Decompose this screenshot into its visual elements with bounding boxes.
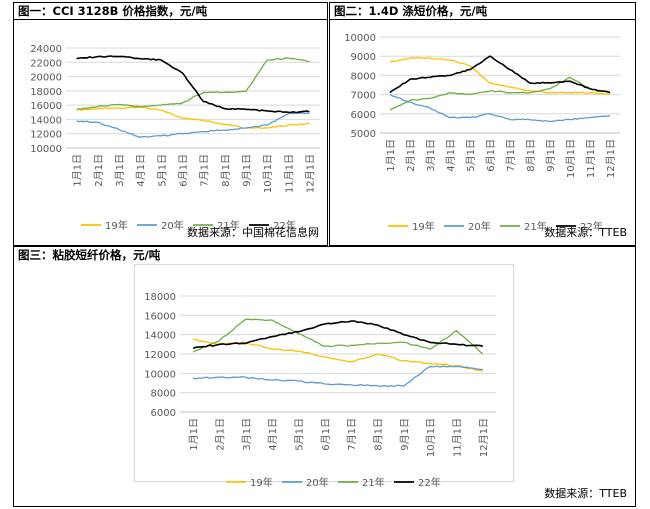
chart-inner-frame (134, 264, 514, 482)
series-line-21年 (76, 57, 310, 111)
x-tick-label: 9月1日 (399, 418, 411, 451)
legend-label: 19年 (250, 476, 273, 489)
y-tick-label: 6000 (151, 408, 176, 419)
x-tick-label: 10月1日 (262, 154, 274, 193)
x-tick-label: 1月1日 (188, 418, 200, 451)
y-tick-label: 6000 (351, 110, 376, 121)
x-tick-label: 8月1日 (220, 154, 232, 187)
chart-title: 图一：CCI 3128B 价格指数，元/吨 (14, 3, 327, 20)
legend-label: 19年 (105, 219, 128, 232)
y-tick-label: 16000 (30, 101, 62, 112)
series-line-22年 (389, 55, 611, 94)
y-tick-label: 10000 (144, 369, 176, 380)
x-tick-label: 1月1日 (385, 139, 397, 172)
x-tick-label: 2月1日 (93, 154, 105, 187)
x-tick-label: 2月1日 (215, 418, 227, 451)
series-line-19年 (76, 106, 310, 130)
x-tick-label: 4月1日 (445, 139, 457, 172)
y-tick-label: 12000 (144, 350, 176, 361)
legend-label: 20年 (468, 220, 491, 233)
x-tick-label: 6月1日 (177, 154, 189, 187)
x-tick-label: 10月1日 (565, 139, 577, 178)
x-tick-label: 12月1日 (304, 154, 316, 193)
y-tick-label: 8000 (351, 71, 376, 82)
series-line-21年 (192, 318, 484, 355)
x-tick-label: 5月1日 (156, 154, 168, 187)
legend-label: 22年 (273, 219, 296, 232)
x-tick-label: 1月1日 (72, 154, 84, 187)
series-line-21年 (389, 76, 611, 111)
legend-label: 21年 (362, 476, 385, 489)
series-line-20年 (193, 365, 483, 388)
chart-title: 图二：1.4D 涤短价格，元/吨 (330, 3, 635, 20)
x-tick-label: 3月1日 (241, 418, 253, 451)
legend-label: 20年 (161, 219, 184, 232)
x-tick-label: 7月1日 (346, 418, 358, 451)
chart-plot: 10000 12000 14000 16000 18000 20000 22000 24000… (30, 44, 320, 232)
x-tick-label: 9月1日 (545, 139, 557, 172)
chart-plot: 6000 8000 10000 12000 14000 16000 18000 1月1日 2月1… (144, 292, 496, 489)
x-tick-label: 9月1日 (241, 154, 253, 187)
y-tick-label: 14000 (144, 331, 176, 342)
x-tick-label: 4月1日 (135, 154, 147, 187)
x-tick-label: 6月1日 (320, 418, 332, 451)
x-tick-label: 12月1日 (605, 139, 617, 178)
x-tick-label: 6月1日 (485, 139, 497, 172)
x-tick-label: 12月1日 (478, 418, 490, 457)
legend-label: 21年 (217, 219, 240, 232)
x-tick-label: 3月1日 (114, 154, 126, 187)
legend-label: 21年 (524, 220, 547, 233)
y-tick-label: 14000 (30, 115, 62, 126)
legend-label: 22年 (418, 476, 441, 489)
chart-source: 数据来源：TTEB (544, 226, 627, 239)
chart-source: 数据来源：中国棉花信息网 (187, 226, 319, 239)
series-line-20年 (76, 112, 310, 138)
x-tick-label: 11月1日 (283, 154, 295, 193)
legend-label: 22年 (580, 220, 603, 233)
series-line-22年 (192, 320, 484, 349)
x-tick-label: 11月1日 (452, 418, 464, 457)
chart-panel-polyester: 图二：1.4D 涤短价格，元/吨 5000 6000 7000 8000 9000 100… (329, 2, 636, 246)
y-tick-label: 7000 (351, 91, 376, 102)
series-line-19年 (193, 338, 484, 373)
x-tick-label: 8月1日 (525, 139, 537, 172)
y-tick-label: 10000 (344, 33, 376, 44)
y-tick-label: 18000 (30, 87, 62, 98)
chart-source: 数据来源：TTEB (544, 487, 627, 500)
chart-panel-viscose: 图三：粘胶短纤价格，元/吨 6000 8000 10000 12000 14000 160… (13, 246, 636, 507)
y-tick-label: 12000 (30, 130, 62, 141)
y-tick-label: 18000 (144, 292, 176, 303)
y-tick-label: 5000 (351, 129, 376, 140)
y-tick-label: 10000 (30, 144, 62, 155)
x-tick-label: 7月1日 (199, 154, 211, 187)
y-tick-label: 22000 (30, 58, 62, 69)
x-tick-label: 4月1日 (267, 418, 279, 451)
chart-panel-cotton: 图一：CCI 3128B 价格指数，元/吨 10000 12000 14000 160… (13, 2, 328, 246)
legend-label: 19年 (412, 220, 435, 233)
series-line-20年 (389, 94, 611, 123)
x-tick-label: 5月1日 (465, 139, 477, 172)
x-tick-label: 2月1日 (405, 139, 417, 172)
x-tick-label: 8月1日 (373, 418, 385, 451)
series-line-22年 (76, 55, 310, 114)
y-tick-label: 24000 (30, 44, 62, 55)
chart-title: 图三：粘胶短纤价格，元/吨 (18, 248, 161, 262)
x-tick-label: 10月1日 (425, 418, 437, 457)
x-tick-label: 5月1日 (294, 418, 306, 451)
x-tick-label: 7月1日 (505, 139, 517, 172)
y-tick-label: 8000 (151, 389, 176, 400)
y-tick-label: 16000 (144, 311, 176, 322)
y-tick-label: 9000 (351, 52, 376, 63)
legend-label: 20年 (306, 476, 329, 489)
x-tick-label: 11月1日 (585, 139, 597, 178)
y-tick-label: 20000 (30, 73, 62, 84)
x-tick-label: 3月1日 (425, 139, 437, 172)
series-line-19年 (389, 56, 611, 96)
chart-plot: 5000 6000 7000 8000 9000 10000 1月1日 2月1日 3月1日 4月1… (344, 33, 620, 233)
